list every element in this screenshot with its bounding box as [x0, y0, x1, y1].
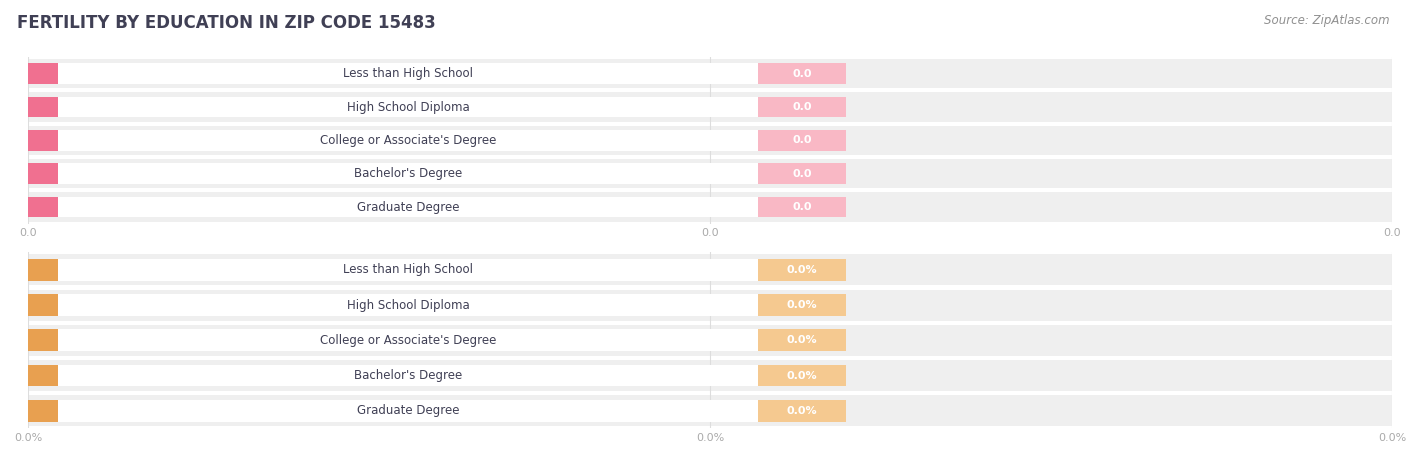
- Bar: [28, 294, 58, 316]
- Bar: [28, 259, 846, 281]
- Text: College or Associate's Degree: College or Associate's Degree: [319, 134, 496, 147]
- Bar: [58, 163, 758, 184]
- Text: 0.0: 0.0: [793, 69, 811, 79]
- Bar: [58, 97, 758, 118]
- Bar: [28, 360, 1392, 391]
- Text: 0.0%: 0.0%: [787, 406, 817, 416]
- Text: 0.0%: 0.0%: [787, 335, 817, 346]
- Text: Less than High School: Less than High School: [343, 263, 472, 277]
- Bar: [28, 365, 58, 387]
- Text: High School Diploma: High School Diploma: [346, 298, 470, 312]
- Text: Source: ZipAtlas.com: Source: ZipAtlas.com: [1264, 14, 1389, 27]
- Bar: [28, 400, 58, 422]
- Bar: [58, 329, 758, 351]
- Text: FERTILITY BY EDUCATION IN ZIP CODE 15483: FERTILITY BY EDUCATION IN ZIP CODE 15483: [17, 14, 436, 32]
- Text: Bachelor's Degree: Bachelor's Degree: [354, 167, 463, 180]
- Text: 0.0%: 0.0%: [787, 265, 817, 275]
- Bar: [28, 325, 1392, 356]
- Bar: [28, 400, 846, 422]
- Text: Less than High School: Less than High School: [343, 67, 472, 80]
- Bar: [28, 197, 846, 218]
- Bar: [28, 289, 1392, 321]
- Bar: [28, 159, 1392, 188]
- Bar: [28, 163, 58, 184]
- Text: 0.0: 0.0: [793, 135, 811, 146]
- Bar: [28, 254, 1392, 286]
- Bar: [28, 63, 846, 84]
- Text: 0.0%: 0.0%: [787, 300, 817, 310]
- Bar: [28, 130, 846, 151]
- Text: College or Associate's Degree: College or Associate's Degree: [319, 334, 496, 347]
- Bar: [58, 294, 758, 316]
- Bar: [28, 97, 58, 118]
- Bar: [28, 92, 1392, 122]
- Text: 0.0%: 0.0%: [787, 370, 817, 381]
- Bar: [28, 329, 58, 351]
- Bar: [28, 294, 846, 316]
- Bar: [28, 126, 1392, 155]
- Bar: [58, 130, 758, 151]
- Bar: [28, 329, 846, 351]
- Bar: [28, 192, 1392, 222]
- Bar: [28, 259, 58, 281]
- Text: Bachelor's Degree: Bachelor's Degree: [354, 369, 463, 382]
- Bar: [28, 130, 58, 151]
- Bar: [28, 97, 846, 118]
- Text: High School Diploma: High School Diploma: [346, 100, 470, 114]
- Text: 0.0: 0.0: [793, 102, 811, 112]
- Bar: [28, 59, 1392, 89]
- Bar: [28, 63, 58, 84]
- Bar: [58, 197, 758, 218]
- Bar: [58, 259, 758, 281]
- Bar: [58, 400, 758, 422]
- Bar: [58, 365, 758, 387]
- Text: Graduate Degree: Graduate Degree: [357, 404, 460, 417]
- Text: 0.0: 0.0: [793, 202, 811, 212]
- Text: Graduate Degree: Graduate Degree: [357, 200, 460, 214]
- Bar: [28, 163, 846, 184]
- Text: 0.0: 0.0: [793, 169, 811, 179]
- Bar: [58, 63, 758, 84]
- Bar: [28, 197, 58, 218]
- Bar: [28, 365, 846, 387]
- Bar: [28, 395, 1392, 426]
